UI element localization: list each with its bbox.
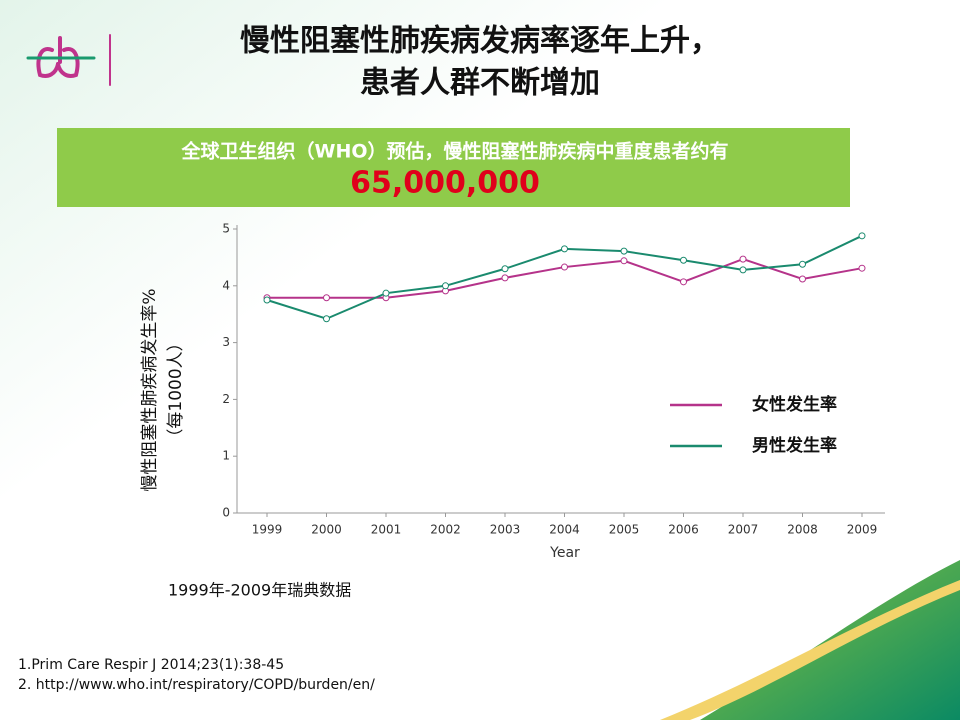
point bbox=[680, 278, 687, 286]
y-tick-label: 0 bbox=[222, 506, 230, 520]
point bbox=[739, 266, 747, 274]
x-tick-label: 1999 bbox=[252, 523, 283, 537]
point bbox=[680, 256, 687, 264]
point bbox=[263, 296, 271, 304]
x-tick-label: 2004 bbox=[549, 523, 580, 537]
x-tick-label: 2008 bbox=[787, 523, 818, 537]
point bbox=[442, 282, 449, 290]
point bbox=[620, 257, 628, 265]
point bbox=[858, 232, 866, 240]
legend-label: 男性发生率 bbox=[752, 435, 837, 456]
x-axis-label: Year bbox=[549, 545, 580, 561]
caption: 1999年-2009年瑞典数据 bbox=[168, 581, 351, 600]
banner bbox=[57, 128, 850, 207]
x-tick-label: 2009 bbox=[847, 523, 878, 537]
x-tick-label: 2003 bbox=[490, 523, 521, 537]
point bbox=[501, 274, 509, 282]
decor-stripe bbox=[660, 580, 960, 720]
point bbox=[799, 260, 806, 268]
banner-text: 全球卫生组织（WHO）预估，慢性阻塞性肺疾病中重度患者约有 bbox=[180, 140, 728, 163]
chart: 0 1 2 3 4 5 1999 2000 2001 2002 2003 2004 2005 2006 20… bbox=[139, 222, 885, 561]
legend-label: 女性发生率 bbox=[752, 394, 837, 415]
point bbox=[620, 247, 628, 255]
y-tick-label: 5 bbox=[222, 222, 230, 236]
banner-value: 65,000,000 bbox=[350, 166, 540, 201]
title: 慢性阻塞性肺疾病发病率逐年上升， bbox=[240, 24, 720, 59]
x-tick-label: 2001 bbox=[371, 523, 402, 537]
point bbox=[501, 265, 509, 273]
point bbox=[382, 289, 390, 297]
y-tick-label: 2 bbox=[222, 392, 230, 406]
reference: 2. http://www.who.int/respiratory/COPD/b… bbox=[18, 677, 375, 693]
y-axis-label: 慢性阻塞性肺疾病发生率% bbox=[139, 288, 160, 491]
y-tick-label: 3 bbox=[222, 335, 230, 349]
point bbox=[799, 275, 806, 283]
point bbox=[858, 264, 866, 272]
point bbox=[739, 255, 747, 263]
logo bbox=[26, 34, 111, 86]
x-tick-label: 2005 bbox=[609, 523, 640, 537]
y-tick-label: 1 bbox=[222, 449, 230, 463]
reference: 1.Prim Care Respir J 2014;23(1):38-45 bbox=[18, 657, 284, 673]
point bbox=[323, 294, 330, 302]
x-tick-label: 2006 bbox=[668, 523, 699, 537]
x-tick-label: 2007 bbox=[728, 523, 759, 537]
y-tick-label: 4 bbox=[222, 278, 230, 292]
point bbox=[561, 263, 568, 271]
point bbox=[561, 245, 568, 253]
x-tick-label: 2002 bbox=[430, 523, 461, 537]
title: 患者人群不断增加 bbox=[360, 66, 600, 101]
point bbox=[323, 315, 330, 323]
y-axis-label: （每1000人） bbox=[166, 334, 186, 445]
x-tick-label: 2000 bbox=[311, 523, 342, 537]
